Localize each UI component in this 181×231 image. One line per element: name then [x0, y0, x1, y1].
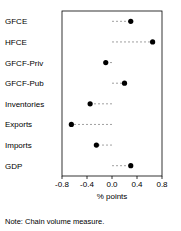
plot-frame: [62, 11, 162, 176]
x-axis-label: % points: [97, 192, 128, 201]
category-label: Exports: [5, 120, 32, 129]
dot-stem: [112, 21, 131, 22]
dot-stem: [112, 165, 131, 166]
dot: [69, 122, 74, 127]
dot-stem: [71, 124, 112, 125]
x-tick: [87, 176, 88, 179]
x-tick-label: -0.8: [55, 180, 69, 189]
dot: [122, 81, 127, 86]
category-label: GFCF-Priv: [5, 59, 43, 68]
x-tick-label: 0.4: [131, 180, 143, 189]
dot: [88, 101, 93, 106]
x-tick-label: -0.4: [80, 180, 94, 189]
dot-stem: [90, 103, 112, 104]
x-tick-label: 0.0: [106, 180, 118, 189]
marks: [69, 19, 155, 169]
category-label: Imports: [5, 141, 32, 150]
x-tick: [62, 176, 63, 179]
dot: [128, 163, 133, 168]
category-label: GFCF-Pub: [5, 79, 44, 88]
dot: [94, 142, 99, 147]
x-tick: [137, 176, 138, 179]
x-tick: [112, 176, 113, 179]
category-label: GDP: [5, 162, 22, 171]
chart-container: -0.8 -0.4 0.0 0.4 0.8 GFCE HFCE GFCF-Priv GFCF-P…: [0, 0, 181, 231]
note: Note: Chain volume measure.: [5, 217, 104, 226]
dot: [128, 19, 133, 24]
x-tick-label: 0.8: [156, 180, 168, 189]
dot: [150, 39, 155, 44]
dot: [103, 60, 108, 65]
category-label: GFCE: [5, 17, 27, 26]
dot-stem: [112, 41, 153, 42]
chart: -0.8 -0.4 0.0 0.4 0.8 GFCE HFCE GFCF-Priv GFCF-P…: [0, 0, 181, 231]
category-label: HFCE: [5, 38, 27, 47]
category-label: Inventories: [5, 100, 44, 109]
x-tick: [162, 176, 163, 179]
